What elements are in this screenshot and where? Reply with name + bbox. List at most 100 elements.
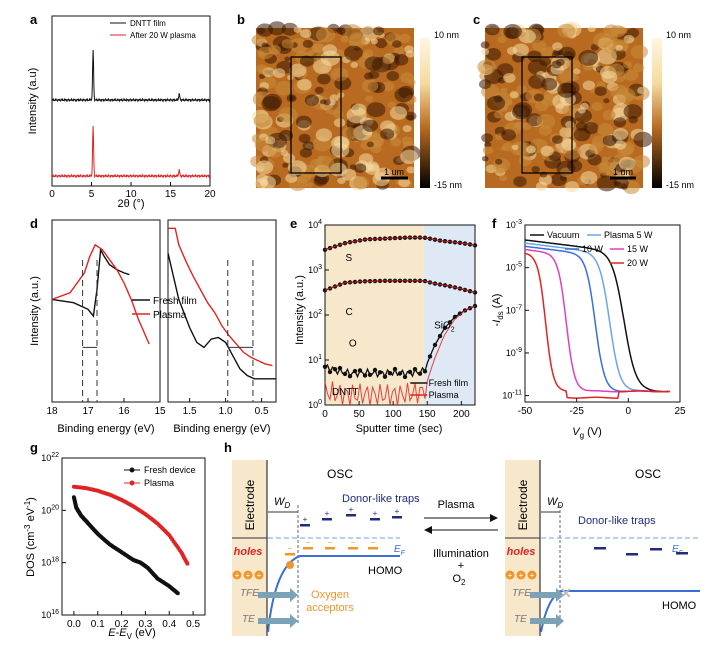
afm-grain <box>534 100 549 112</box>
afm-grain <box>528 74 546 89</box>
afm-grain <box>582 80 596 91</box>
afm-grain <box>616 26 627 35</box>
axes-frame-g <box>61 457 206 616</box>
series-line-10-w <box>524 245 670 393</box>
legend-label-f: 20 W <box>627 258 649 268</box>
y-tick-label-f: 10-9 <box>506 347 522 358</box>
afm-grain <box>526 145 536 154</box>
panel-label-b: b <box>237 12 245 27</box>
legend-label-f: Vacuum <box>547 230 579 240</box>
acceptor-charge: − <box>328 538 333 547</box>
hole-icon <box>527 570 537 580</box>
afm-grain <box>387 101 397 109</box>
x-tick-label-e: 100 <box>385 409 402 420</box>
afm-grain <box>265 136 276 145</box>
afm-grain <box>495 158 503 165</box>
series-line-after-plasma <box>51 125 211 179</box>
afm-grain <box>561 138 577 151</box>
x-tick-label-f: 0 <box>626 406 632 417</box>
afm-grain <box>497 35 507 44</box>
afm-grain <box>333 118 346 128</box>
afm-grain <box>603 98 610 104</box>
afm-grain <box>602 109 616 121</box>
afm-grain <box>518 155 532 167</box>
afm-grain <box>282 162 289 168</box>
afm-grain <box>398 33 411 43</box>
afm-grain <box>258 67 268 75</box>
panel-b: b 1 um 10 nm -15 nm <box>237 12 462 191</box>
afm-grain <box>366 141 374 148</box>
afm-grain <box>257 46 274 60</box>
oxygen-acceptor <box>303 547 313 550</box>
donor-trap <box>346 514 356 517</box>
acceptors-label: acceptors <box>306 602 354 614</box>
series-line-plasma <box>168 227 273 367</box>
homo-label-left: HOMO <box>368 565 403 577</box>
data-point-plasma <box>185 561 190 566</box>
afm-grain <box>300 29 312 38</box>
oxygen-acceptor <box>348 547 358 550</box>
x-tick-label-e: 50 <box>354 409 366 420</box>
afm-grain <box>480 41 490 49</box>
afm-grain <box>299 55 314 67</box>
afm-grain <box>394 87 414 103</box>
oxygen-acceptor <box>325 547 335 550</box>
wd-label-left: WD <box>274 496 290 510</box>
electrode-label-left: Electrode <box>243 479 257 530</box>
x-tick-label-d: 15 <box>154 406 166 417</box>
tfe-arrow-right <box>530 588 564 602</box>
afm-grain <box>567 159 583 172</box>
homo-band-right <box>540 590 700 633</box>
electrode-right <box>505 460 540 636</box>
donor-trap-charge: + <box>325 509 330 518</box>
legend-label-fresh-e: Fresh film <box>429 378 469 388</box>
afm-grain <box>501 129 516 142</box>
afm-grain <box>481 133 493 143</box>
afm-grain <box>485 48 502 61</box>
afm-grain <box>361 52 370 58</box>
afm-grain <box>407 79 416 86</box>
afm-grain <box>315 155 335 171</box>
afm-grain <box>536 114 556 129</box>
axes-frame-d-right <box>167 219 277 403</box>
oxygen-acceptor <box>285 553 295 556</box>
x-tick-label-d: 17 <box>82 406 94 417</box>
x-axis-label-a: 2θ (°) <box>117 198 144 210</box>
hole-plus: + <box>530 571 535 580</box>
x-tick-label-g: 0.4 <box>162 619 176 630</box>
legend-label-plasma-g: Plasma <box>144 478 174 488</box>
afm-grain <box>493 95 503 103</box>
blocked-x-icon: ✕ <box>560 585 572 601</box>
afm-grain <box>317 73 331 85</box>
panel-g: g 0.0 0.1 0.2 0.3 0.4 0.5 1016 1018 1020 1022 Fres… <box>23 440 206 641</box>
x-tick-label-e: 200 <box>453 409 470 420</box>
panel-a: a 0 5 10 15 20 2θ (°) Intensity (a.u) DNTT f… <box>27 12 216 210</box>
afm-grain <box>623 69 639 81</box>
annotation-s: S <box>345 253 352 264</box>
x-tick-label-e: 0 <box>322 409 328 420</box>
afm-grain <box>392 40 402 48</box>
afm-grain <box>361 79 379 93</box>
afm-grain <box>540 145 554 157</box>
y-tick-label-f: 10-7 <box>506 304 522 315</box>
afm-grain <box>386 71 400 81</box>
afm-grain <box>503 24 522 39</box>
scale-bar-label-c: 1 um <box>613 167 633 177</box>
x-tick-label-g: 0.3 <box>138 619 152 630</box>
x-tick-label-f: -50 <box>518 406 533 417</box>
series-line-fresh <box>167 252 276 380</box>
afm-grain <box>281 22 299 36</box>
afm-grain <box>295 115 312 129</box>
afm-grain <box>623 104 643 119</box>
y-tick-label-e: 104 <box>308 219 322 230</box>
afm-grain <box>618 156 636 171</box>
afm-grain <box>268 21 286 36</box>
afm-grain <box>521 122 532 131</box>
afm-grain <box>527 50 542 62</box>
afm-grain <box>331 67 349 82</box>
panel-label-d: d <box>30 216 38 231</box>
y-axis-label-g: DOS (cm-3 eV-1) <box>23 497 37 577</box>
afm-grain <box>398 177 411 188</box>
holes-label-right: holes <box>507 546 536 558</box>
panel-label-g: g <box>30 440 38 455</box>
